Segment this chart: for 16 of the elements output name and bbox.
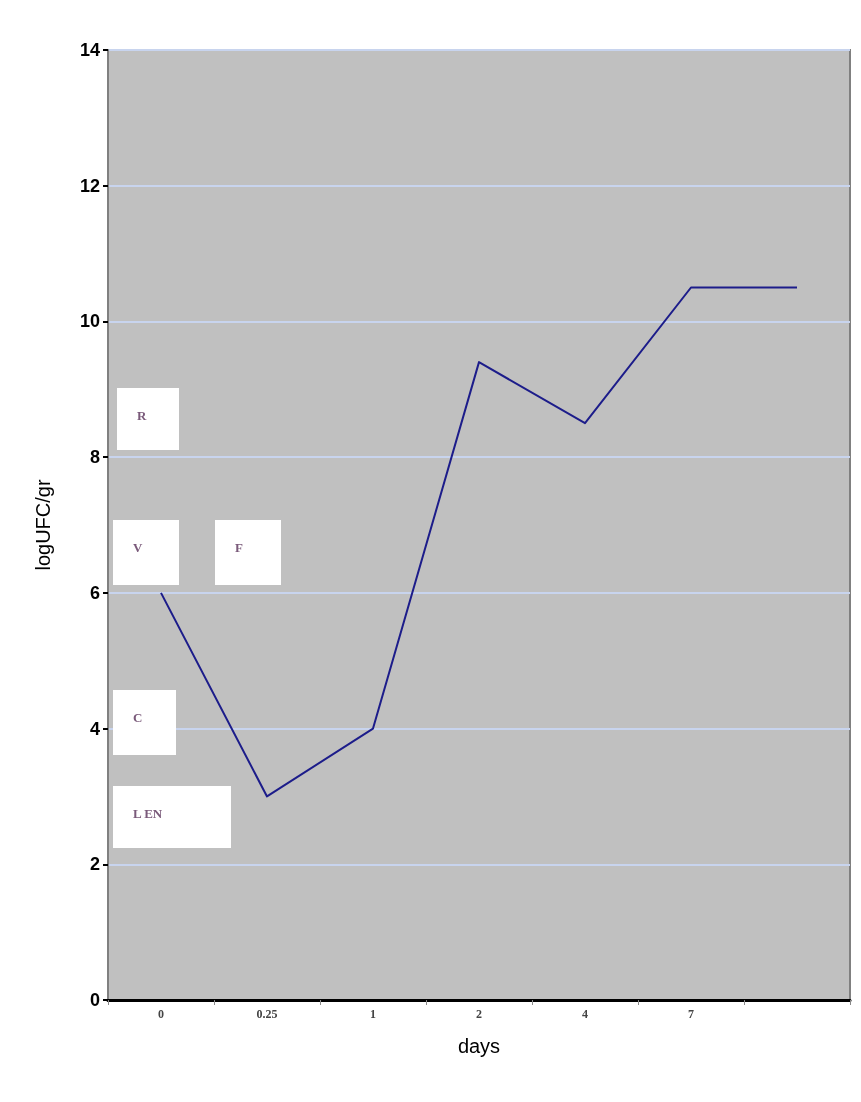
y-tick-label: 10 — [79, 311, 100, 332]
y-axis-title: logUFC/gr — [32, 479, 54, 571]
y-tick-label: 12 — [79, 175, 100, 196]
y-tick-label: 6 — [89, 582, 100, 603]
x-tick-label: 2 — [476, 1007, 482, 1021]
x-tick-label: 0.25 — [256, 1007, 278, 1021]
y-tick-label: 8 — [89, 447, 100, 468]
y-tick-label: 14 — [79, 40, 100, 60]
x-tick-label: 4 — [582, 1007, 588, 1021]
x-tick-label: 0 — [158, 1007, 164, 1021]
line-series — [160, 286, 798, 798]
x-tick-label: 7 — [688, 1007, 694, 1021]
x-tick-label: 1 — [370, 1007, 376, 1021]
y-tick-label: 4 — [89, 718, 100, 739]
y-tick-label: 2 — [89, 854, 100, 875]
x-axis-title: days — [457, 1035, 501, 1057]
